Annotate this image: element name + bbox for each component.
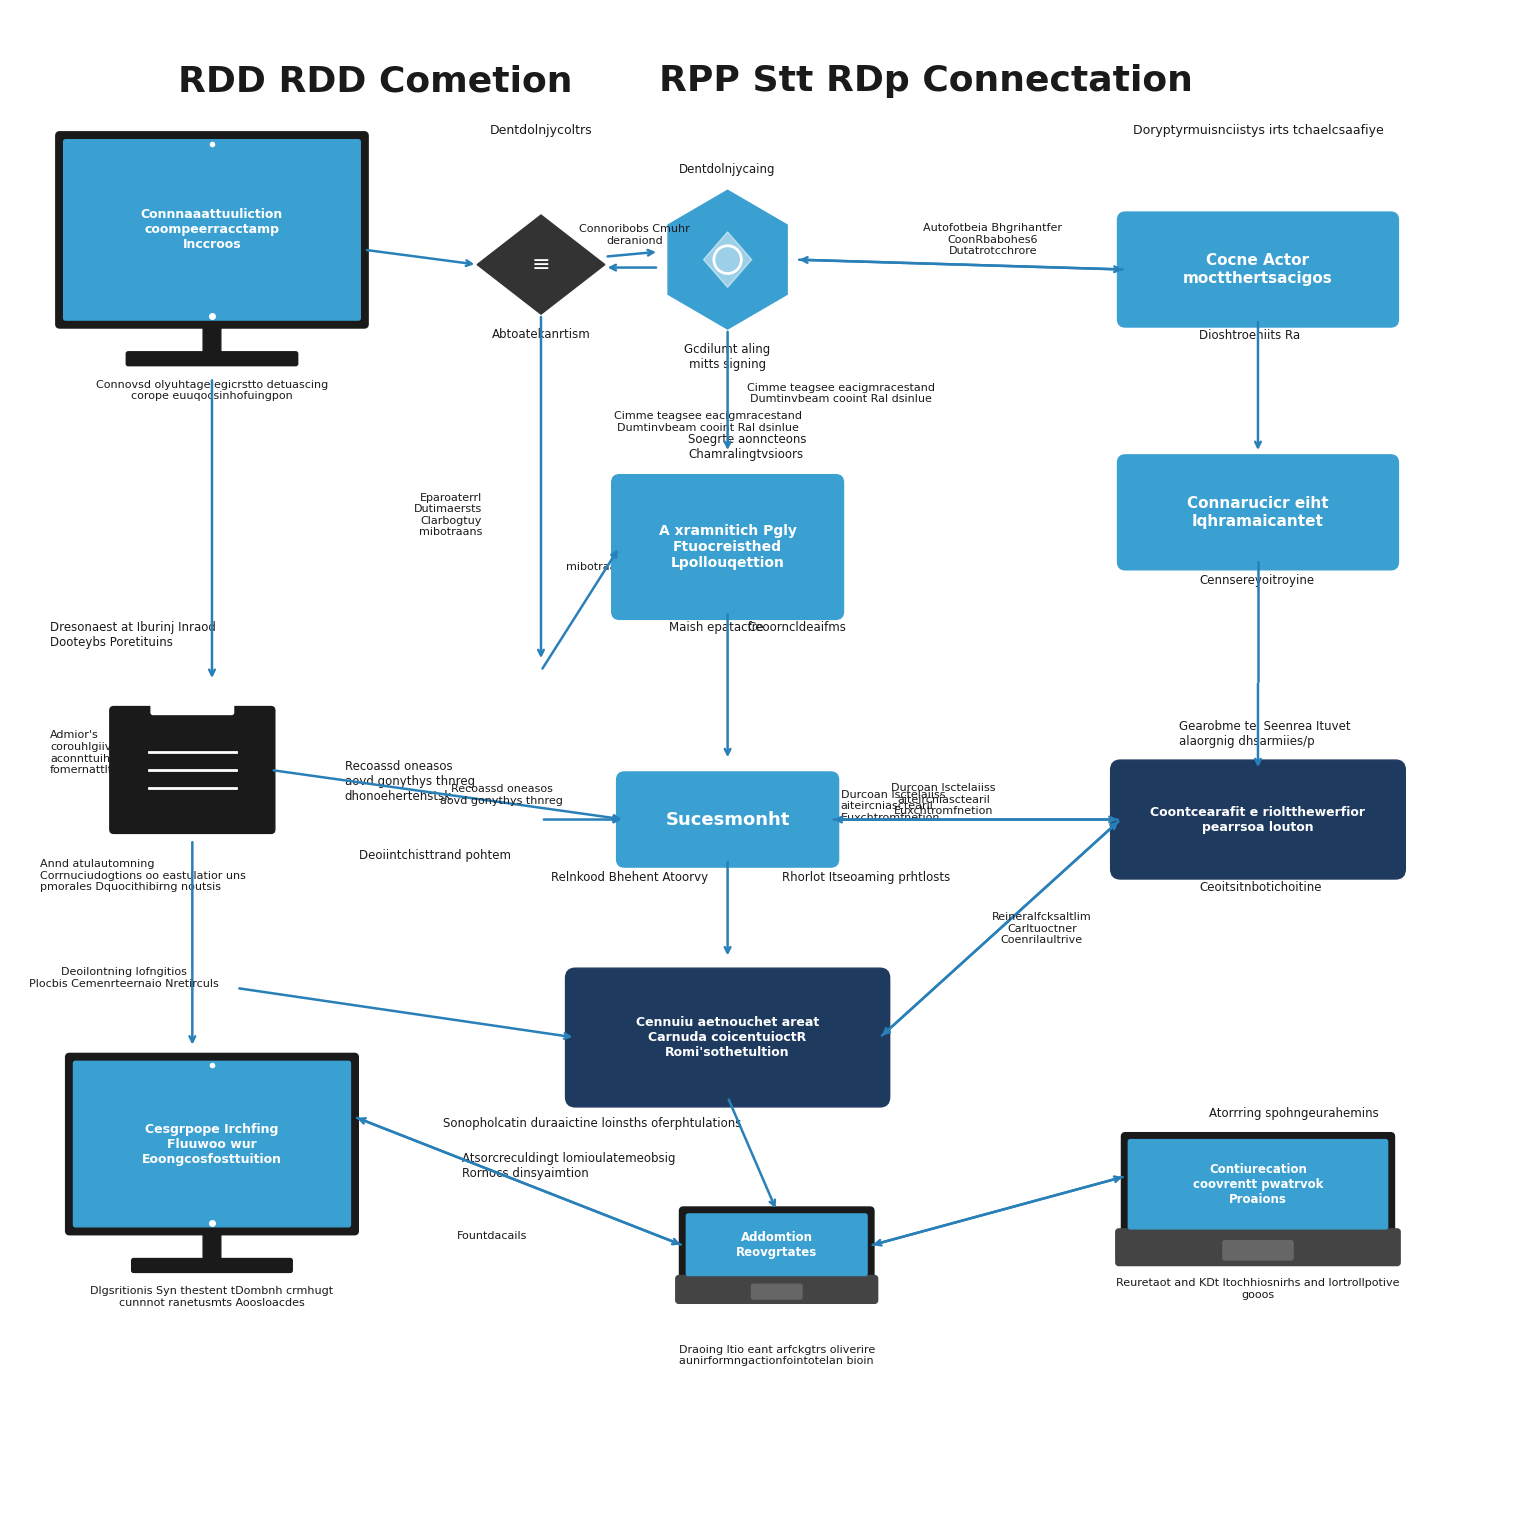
Text: Deoilontning lofngitios
Plocbis Cemenrteernaio Nretirculs: Deoilontning lofngitios Plocbis Cemenrte…: [29, 968, 218, 989]
FancyBboxPatch shape: [616, 773, 839, 868]
Text: Autofotbeia Bhgrihantfer
CoonRbabohes6
Dutatrotcchrore: Autofotbeia Bhgrihantfer CoonRbabohes6 D…: [923, 223, 1063, 257]
Text: mibotraans: mibotraans: [565, 562, 628, 571]
Text: Doryptyrmuisnciistys irts tchaelcsaafiye: Doryptyrmuisnciistys irts tchaelcsaafiye: [1132, 124, 1384, 137]
Text: Fountdacails: Fountdacails: [456, 1230, 527, 1241]
Text: Connovsd olyuhtage egicrstto detuascing
corope euuqocsinhofuingpon: Connovsd olyuhtage egicrstto detuascing …: [95, 379, 329, 401]
FancyBboxPatch shape: [203, 323, 221, 356]
FancyBboxPatch shape: [74, 1061, 350, 1227]
FancyBboxPatch shape: [126, 352, 298, 366]
FancyBboxPatch shape: [66, 1054, 358, 1235]
Text: Gearobme tel Seenrea Ituvet
alaorgnig dhsarmiies/p: Gearobme tel Seenrea Ituvet alaorgnig dh…: [1180, 720, 1352, 748]
Text: Cimme teagsee eacigmracestand
Dumtinvbeam cooint Ral dsinlue: Cimme teagsee eacigmracestand Dumtinvbea…: [614, 412, 802, 433]
Text: Cesgrpope Irchfing
Fluuwoo wur
Eoongcosfosttuition: Cesgrpope Irchfing Fluuwoo wur Eoongcosf…: [141, 1123, 283, 1166]
Text: Dlgsritionis Syn thestent tDombnh crmhugt
cunnnot ranetusmts Aoosloacdes: Dlgsritionis Syn thestent tDombnh crmhug…: [91, 1286, 333, 1307]
Text: Cocne Actor
moctthertsacigos: Cocne Actor moctthertsacigos: [1183, 253, 1333, 286]
FancyBboxPatch shape: [1223, 1241, 1293, 1260]
Text: Maish epatacfre: Maish epatacfre: [668, 622, 763, 634]
FancyBboxPatch shape: [109, 707, 275, 834]
Text: Abtoatekanrtism: Abtoatekanrtism: [492, 329, 590, 341]
FancyBboxPatch shape: [1111, 760, 1405, 879]
Text: Reineralfcksaltlim
Carltuoctner
Coenrilaultrive: Reineralfcksaltlim Carltuoctner Coenrila…: [992, 912, 1092, 945]
FancyBboxPatch shape: [203, 1229, 221, 1263]
Text: Dentdolnjycoltrs: Dentdolnjycoltrs: [490, 124, 593, 137]
FancyBboxPatch shape: [565, 968, 889, 1107]
Text: Admior's
corouhlgiiveation
aconnttuihensiosy
fomernattlt: Admior's corouhlgiiveation aconnttuihens…: [49, 730, 152, 776]
Polygon shape: [668, 190, 786, 329]
Text: Reuretaot and KDt ltochhiosnirhs and lortrollpotive
gooos: Reuretaot and KDt ltochhiosnirhs and lor…: [1117, 1278, 1399, 1299]
FancyBboxPatch shape: [151, 674, 233, 714]
Text: Gcdilumt aling
mitts signing: Gcdilumt aling mitts signing: [685, 343, 771, 370]
Text: Soegrte aonncteons
Chamralingtvsioors: Soegrte aonncteons Chamralingtvsioors: [688, 433, 806, 461]
Text: ≡: ≡: [531, 255, 550, 275]
Text: Durcoan Isctelaiiss
aiteircniasctearil
Euxchtromfnetion: Durcoan Isctelaiiss aiteircniasctearil E…: [840, 790, 945, 823]
FancyBboxPatch shape: [132, 1258, 292, 1272]
FancyBboxPatch shape: [751, 1284, 802, 1299]
Text: Atorrring spohngeurahemins: Atorrring spohngeurahemins: [1209, 1107, 1379, 1120]
Text: RPP Stt RDp Connectation: RPP Stt RDp Connectation: [659, 65, 1193, 98]
Text: Addomtion
Reovgrtates: Addomtion Reovgrtates: [736, 1230, 817, 1258]
Text: Sonopholcatin duraaictine loinsths oferphtulations: Sonopholcatin duraaictine loinsths oferp…: [442, 1117, 742, 1130]
Text: Relnkood Bhehent Atoorvy: Relnkood Bhehent Atoorvy: [551, 871, 708, 885]
Text: Deoiintchisttrand pohtem: Deoiintchisttrand pohtem: [359, 849, 511, 862]
FancyBboxPatch shape: [1115, 1229, 1401, 1266]
Polygon shape: [703, 232, 751, 287]
FancyBboxPatch shape: [611, 475, 843, 619]
Text: Atsorcreculdingt lomioulatemeobsig
Rornocs dinsyaimtion: Atsorcreculdingt lomioulatemeobsig Rorno…: [462, 1152, 676, 1180]
FancyBboxPatch shape: [679, 1207, 874, 1283]
Text: Dioshtroeniits Ra: Dioshtroeniits Ra: [1200, 329, 1299, 343]
Text: Contiurecation
coovrentt pwatrvok
Proaions: Contiurecation coovrentt pwatrvok Proaio…: [1193, 1163, 1322, 1206]
FancyBboxPatch shape: [1118, 455, 1398, 570]
FancyBboxPatch shape: [55, 132, 369, 329]
Text: Dresonaest at Iburinj Inraod
Dooteybs Poretituins: Dresonaest at Iburinj Inraod Dooteybs Po…: [49, 622, 215, 650]
Text: Ceoitsitnbotichoitine: Ceoitsitnbotichoitine: [1200, 882, 1321, 894]
Text: Cennuiu aetnouchet areat
Carnuda coicentuioctR
Romi'sothetultion: Cennuiu aetnouchet areat Carnuda coicent…: [636, 1015, 819, 1058]
Text: Connoribobs Cmuhr
deraniond: Connoribobs Cmuhr deraniond: [579, 224, 690, 246]
FancyBboxPatch shape: [1129, 1140, 1387, 1229]
Text: Coontcearafit e rioltthewerfior
pearrsoa louton: Coontcearafit e rioltthewerfior pearrsoa…: [1150, 805, 1366, 834]
Text: Connarucicr eiht
Iqhramaicantet: Connarucicr eiht Iqhramaicantet: [1187, 496, 1329, 528]
Text: Recoassd oneasos
aovd gonythys thnreg: Recoassd oneasos aovd gonythys thnreg: [441, 783, 564, 805]
Text: Ceoorncldeaifms: Ceoorncldeaifms: [746, 622, 846, 634]
FancyBboxPatch shape: [676, 1275, 877, 1304]
Text: Recoassd oneasos
aovd gonythys thnreg
dhonoehertehstsk: Recoassd oneasos aovd gonythys thnreg dh…: [344, 760, 475, 803]
Text: Cimme teagsee eacigmracestand
Dumtinvbeam cooint Ral dsinlue: Cimme teagsee eacigmracestand Dumtinvbea…: [746, 382, 934, 404]
Text: Sucesmonht: Sucesmonht: [665, 811, 790, 828]
Text: Draoing ltio eant arfckgtrs oliverire
aunirformngactionfointotelan bioin: Draoing ltio eant arfckgtrs oliverire au…: [679, 1344, 876, 1367]
FancyBboxPatch shape: [63, 140, 361, 319]
Text: Cennsereyoitroyine: Cennsereyoitroyine: [1200, 574, 1315, 587]
Text: Dentdolnjycaing: Dentdolnjycaing: [679, 163, 776, 177]
Text: RDD RDD Cometion: RDD RDD Cometion: [178, 65, 571, 98]
Text: Eparoaterrl
Dutimaersts
Clarbogtuy
mibotraans: Eparoaterrl Dutimaersts Clarbogtuy mibot…: [413, 493, 482, 538]
Text: A xramnitich Pgly
Ftuocreisthed
Lpollouqettion: A xramnitich Pgly Ftuocreisthed Lpollouq…: [659, 524, 797, 570]
Text: Rhorlot Itseoaming prhtlosts: Rhorlot Itseoaming prhtlosts: [782, 871, 949, 885]
FancyBboxPatch shape: [687, 1213, 868, 1275]
Text: Durcoan Isctelaiiss
aiteircniasctearil
Euxchtromfnetion: Durcoan Isctelaiiss aiteircniasctearil E…: [891, 783, 995, 816]
Text: Connnaaattuuliction
coompeerracctamp
Inccroos: Connnaaattuuliction coompeerracctamp Inc…: [141, 209, 283, 252]
Text: Annd atulautomning
Corrnuciudogtions oo eastulatior uns
pmorales Dquocithibirng : Annd atulautomning Corrnuciudogtions oo …: [40, 859, 246, 892]
FancyBboxPatch shape: [1121, 1132, 1395, 1236]
FancyBboxPatch shape: [1118, 212, 1398, 327]
Polygon shape: [478, 215, 605, 315]
